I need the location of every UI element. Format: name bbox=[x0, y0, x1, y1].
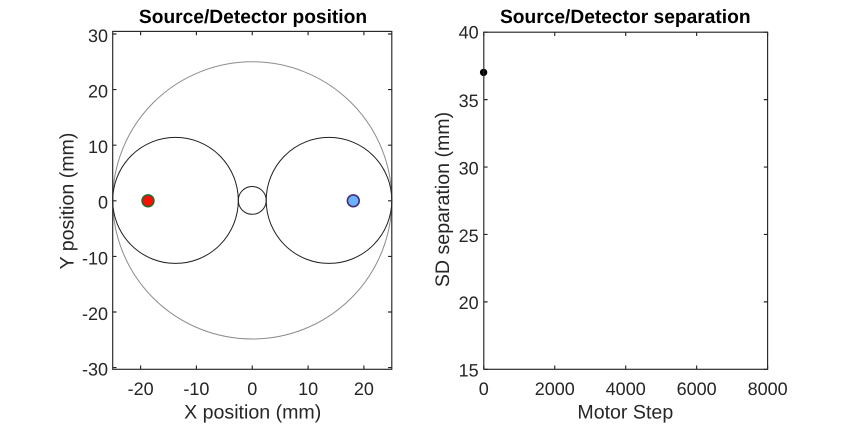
svg-text:10: 10 bbox=[88, 137, 108, 157]
svg-text:-20: -20 bbox=[128, 379, 154, 399]
svg-text:4000: 4000 bbox=[606, 379, 646, 399]
svg-text:15: 15 bbox=[459, 361, 479, 381]
svg-text:Source/Detector position: Source/Detector position bbox=[139, 7, 367, 28]
svg-text:30: 30 bbox=[459, 158, 479, 178]
svg-text:8000: 8000 bbox=[748, 379, 788, 399]
svg-text:20: 20 bbox=[88, 82, 108, 102]
svg-text:-10: -10 bbox=[82, 248, 108, 268]
svg-text:40: 40 bbox=[459, 23, 479, 43]
svg-text:-10: -10 bbox=[183, 379, 209, 399]
svg-text:SD separation (mm): SD separation (mm) bbox=[432, 112, 454, 287]
svg-text:Motor Step: Motor Step bbox=[577, 401, 673, 423]
svg-text:30: 30 bbox=[88, 26, 108, 46]
svg-text:X position (mm): X position (mm) bbox=[184, 401, 321, 423]
svg-text:20: 20 bbox=[459, 293, 479, 313]
svg-text:0: 0 bbox=[479, 379, 489, 399]
svg-text:0: 0 bbox=[247, 379, 257, 399]
svg-text:-20: -20 bbox=[82, 304, 108, 324]
svg-text:-30: -30 bbox=[82, 360, 108, 380]
svg-text:Source/Detector separation: Source/Detector separation bbox=[500, 7, 751, 28]
svg-text:20: 20 bbox=[354, 379, 374, 399]
svg-text:6000: 6000 bbox=[677, 379, 717, 399]
svg-text:2000: 2000 bbox=[535, 379, 575, 399]
svg-text:25: 25 bbox=[459, 226, 479, 246]
svg-text:35: 35 bbox=[459, 91, 479, 111]
svg-text:Y position (mm): Y position (mm) bbox=[56, 133, 78, 270]
svg-text:0: 0 bbox=[98, 193, 108, 213]
svg-text:10: 10 bbox=[298, 379, 318, 399]
